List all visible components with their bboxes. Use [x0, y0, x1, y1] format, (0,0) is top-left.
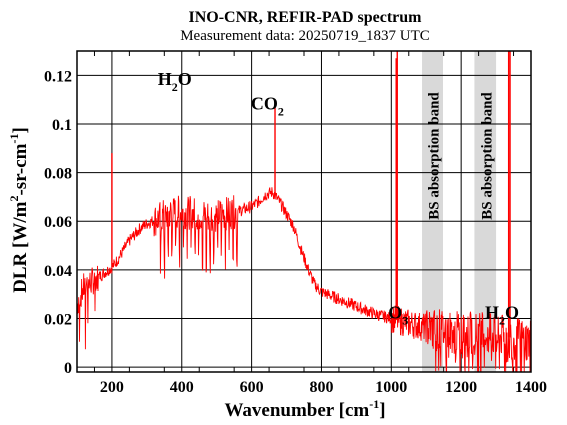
- plot-frame: [76, 50, 532, 373]
- y-tick-label-6: 0.12: [44, 68, 72, 85]
- y-tick-label-4: 0.08: [44, 166, 72, 183]
- x-tick-label-4: 1000: [375, 379, 407, 396]
- band-label-1: BS absorption band: [479, 92, 495, 220]
- y-tick-label-1: 0.02: [44, 312, 72, 329]
- x-tick-label-1: 400: [170, 379, 194, 396]
- molecule-label-1: CO2: [251, 93, 284, 118]
- x-tick-label-2: 600: [240, 379, 264, 396]
- molecule-label-2: O3: [388, 303, 408, 328]
- x-tick-label-3: 800: [309, 379, 333, 396]
- absorption-band-1: [474, 51, 497, 372]
- y-axis-title: DLR [W/m2-sr-cm-1]: [7, 127, 31, 293]
- series-line: [76, 187, 532, 373]
- molecule-label-3: H2O: [485, 303, 519, 328]
- chart-title: INO-CNR, REFIR-PAD spectrum: [188, 9, 422, 26]
- x-axis-title: Wavenumber [cm-1]: [224, 397, 385, 421]
- band-label-0: BS absorption band: [427, 92, 443, 220]
- tick-labels: 200 400 600 800 1000 1200 1400 0 0.02 0.04 0.06 0.0…: [44, 68, 547, 396]
- x-tick-label-6: 1400: [515, 379, 547, 396]
- x-tick-label-0: 200: [100, 379, 124, 396]
- x-tick-label-5: 1200: [445, 379, 477, 396]
- molecule-label-0: H2O: [158, 69, 192, 94]
- chart-subtitle: Measurement data: 20250719_1837 UTC: [180, 28, 430, 44]
- series-layer: [76, 51, 532, 373]
- y-tick-label-3: 0.06: [44, 214, 72, 231]
- annotations: H2O CO2 O3 H2O: [158, 69, 519, 327]
- y-tick-label-5: 0.1: [52, 117, 72, 134]
- y-tick-label-2: 0.04: [44, 263, 72, 280]
- absorption-band-0: [422, 51, 443, 372]
- y-tick-label-0: 0: [64, 360, 72, 377]
